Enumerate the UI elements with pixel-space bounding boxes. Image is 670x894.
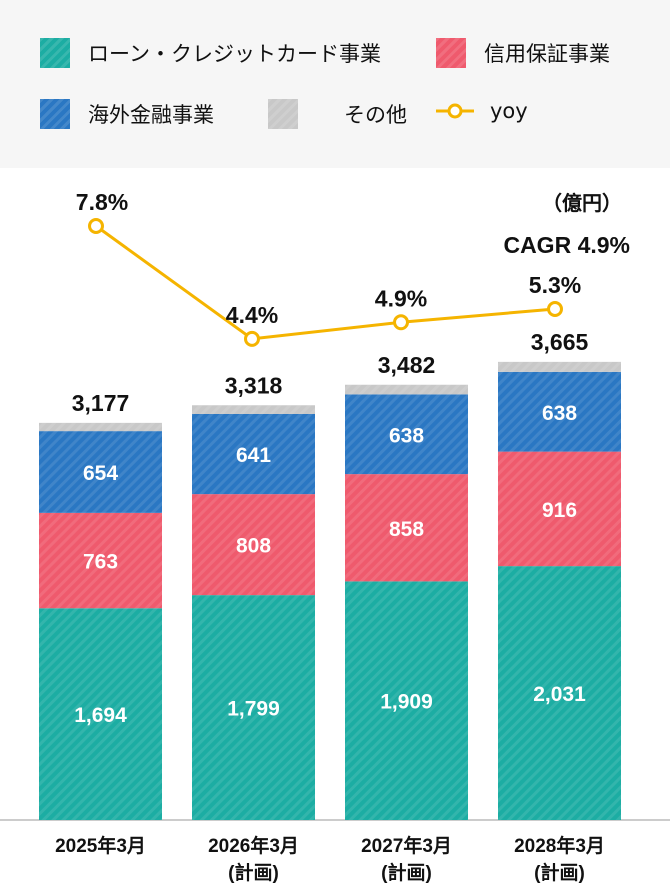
legend-label: 信用保証事業 [484,42,610,66]
legend: ローン・クレジットカード事業 信用保証事業 海外金融事業 その他 yoy [0,0,670,168]
bar-total-label: 3,482 [378,352,436,378]
cagr-annotation: CAGR 4.9% [503,232,630,258]
bar-value-label: 1,694 [74,704,127,727]
unit-label: （億円） [542,191,622,215]
yoy-line-icon [436,103,474,119]
legend-item-yoy: yoy [436,99,528,123]
yoy-label: 4.4% [226,302,278,328]
x-tick-label: 2028年3月 [514,834,605,857]
bar-total-label: 3,665 [531,329,589,355]
bar-total-label: 3,177 [72,390,130,416]
legend-swatch [40,38,70,68]
bar-hatch [39,608,162,820]
yoy-point [88,218,104,234]
yoy-point [547,301,563,317]
yoy-point [244,330,260,347]
legend-item-guarantee: 信用保証事業 [436,38,610,68]
yoy-line [95,224,556,341]
bar-hatch [498,566,621,820]
bar-hatch [345,474,468,582]
bar-hatch [39,431,162,513]
yoy-label: 5.3% [529,272,581,298]
bar-hatch [498,361,621,372]
x-tick-label: (計画) [534,861,585,884]
bar-value-label: 858 [389,518,424,541]
bar-value-label: 763 [83,551,118,574]
legend-label: ローン・クレジットカード事業 [88,42,381,66]
bar-hatch [39,422,162,432]
bar-value-label: 1,909 [380,691,433,714]
bar-value-label: 2,031 [533,683,586,706]
legend-item-overseas: 海外金融事業 [40,99,214,129]
legend-label: その他 [344,103,407,127]
bar-hatch [192,414,315,495]
bar-hatch [192,405,315,414]
bar-hatch [345,394,468,475]
bar-value-label: 808 [236,535,271,558]
x-tick-label: (計画) [381,861,432,884]
x-tick-label: 2025年3月 [55,834,146,857]
yoy-point [393,314,409,331]
legend-swatch [268,99,298,129]
legend-label: 海外金融事業 [88,103,214,127]
legend-item-loan: ローン・クレジットカード事業 [40,38,381,68]
bar-hatch [498,371,621,452]
bar-hatch [192,494,315,596]
yoy-label: 7.8% [76,189,128,215]
legend-label: yoy [490,99,528,123]
bar-value-label: 641 [236,444,271,467]
bar-value-label: 654 [83,462,118,485]
bar-hatch [345,384,468,395]
yoy-label: 4.9% [375,285,427,311]
x-tick-label: 2026年3月 [208,834,299,857]
x-tick-label: 2027年3月 [361,834,452,857]
bar-value-label: 638 [542,402,577,425]
bar-hatch [345,581,468,820]
bar-hatch [498,451,621,567]
legend-item-other: その他 [268,99,407,129]
legend-swatch [436,38,466,68]
bar-value-label: 638 [389,424,424,447]
bar-hatch [39,512,162,609]
bar-value-label: 916 [542,499,577,522]
bar-total-label: 3,318 [225,372,283,398]
x-tick-label: (計画) [228,861,279,884]
bar-value-label: 1,799 [227,698,280,721]
bar-hatch [192,595,315,820]
legend-swatch [40,99,70,129]
